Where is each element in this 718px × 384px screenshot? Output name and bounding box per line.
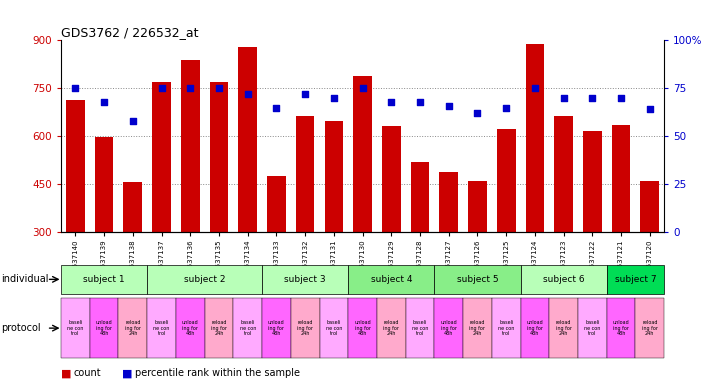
Bar — [66, 100, 85, 232]
Point — [242, 91, 253, 97]
Text: protocol: protocol — [1, 323, 40, 333]
Bar — [439, 172, 458, 232]
Bar — [123, 182, 142, 232]
Point — [587, 95, 598, 101]
Bar — [497, 129, 516, 232]
Point — [213, 85, 225, 91]
Text: count: count — [74, 368, 101, 378]
Point — [271, 104, 282, 111]
Point — [500, 104, 512, 111]
Text: subject 5: subject 5 — [457, 275, 498, 284]
Text: baseli
ne con
trol: baseli ne con trol — [412, 320, 428, 336]
Point — [328, 95, 340, 101]
Text: reload
ing for
24h: reload ing for 24h — [211, 320, 227, 336]
Bar — [325, 121, 343, 232]
Text: reload
ing for
24h: reload ing for 24h — [642, 320, 658, 336]
Bar — [468, 181, 487, 232]
Text: unload
ing for
48h: unload ing for 48h — [182, 320, 199, 336]
Bar — [554, 116, 573, 232]
Bar — [296, 116, 314, 232]
Bar — [238, 47, 257, 232]
Bar — [382, 126, 401, 232]
Text: reload
ing for
24h: reload ing for 24h — [383, 320, 399, 336]
Point — [299, 91, 311, 97]
Text: baseli
ne con
trol: baseli ne con trol — [584, 320, 600, 336]
Point — [357, 85, 368, 91]
Text: individual: individual — [1, 274, 48, 285]
Point — [185, 85, 196, 91]
Text: unload
ing for
48h: unload ing for 48h — [440, 320, 457, 336]
Text: unload
ing for
48h: unload ing for 48h — [612, 320, 630, 336]
Point — [127, 118, 139, 124]
Point — [156, 85, 167, 91]
Text: reload
ing for
24h: reload ing for 24h — [125, 320, 141, 336]
Point — [529, 85, 541, 91]
Point — [558, 95, 569, 101]
Text: unload
ing for
48h: unload ing for 48h — [354, 320, 371, 336]
Text: unload
ing for
48h: unload ing for 48h — [526, 320, 544, 336]
Text: subject 3: subject 3 — [284, 275, 326, 284]
Text: GDS3762 / 226532_at: GDS3762 / 226532_at — [61, 26, 199, 39]
Text: baseli
ne con
trol: baseli ne con trol — [498, 320, 514, 336]
Text: unload
ing for
48h: unload ing for 48h — [268, 320, 285, 336]
Point — [472, 110, 483, 116]
Bar — [95, 137, 113, 232]
Text: ■: ■ — [61, 368, 72, 378]
Text: baseli
ne con
trol: baseli ne con trol — [326, 320, 342, 336]
Point — [443, 103, 454, 109]
Bar — [353, 76, 372, 232]
Text: subject 1: subject 1 — [83, 275, 125, 284]
Text: baseli
ne con
trol: baseli ne con trol — [240, 320, 256, 336]
Text: reload
ing for
24h: reload ing for 24h — [470, 320, 485, 336]
Text: reload
ing for
24h: reload ing for 24h — [297, 320, 313, 336]
Point — [70, 85, 81, 91]
Point — [414, 99, 426, 105]
Bar — [152, 82, 171, 232]
Bar — [210, 82, 228, 232]
Text: subject 4: subject 4 — [370, 275, 412, 284]
Text: reload
ing for
24h: reload ing for 24h — [556, 320, 572, 336]
Bar — [526, 43, 544, 232]
Point — [386, 99, 397, 105]
Text: baseli
ne con
trol: baseli ne con trol — [67, 320, 83, 336]
Point — [615, 95, 627, 101]
Text: ■: ■ — [122, 368, 133, 378]
Bar — [640, 181, 659, 232]
Text: subject 6: subject 6 — [543, 275, 584, 284]
Bar — [583, 131, 602, 232]
Bar — [181, 60, 200, 232]
Text: subject 7: subject 7 — [615, 275, 656, 284]
Point — [644, 106, 656, 113]
Text: unload
ing for
48h: unload ing for 48h — [95, 320, 113, 336]
Text: percentile rank within the sample: percentile rank within the sample — [135, 368, 300, 378]
Point — [98, 99, 110, 105]
Bar — [612, 125, 630, 232]
Bar — [267, 176, 286, 232]
Text: baseli
ne con
trol: baseli ne con trol — [154, 320, 169, 336]
Bar — [411, 162, 429, 232]
Text: subject 2: subject 2 — [184, 275, 225, 284]
